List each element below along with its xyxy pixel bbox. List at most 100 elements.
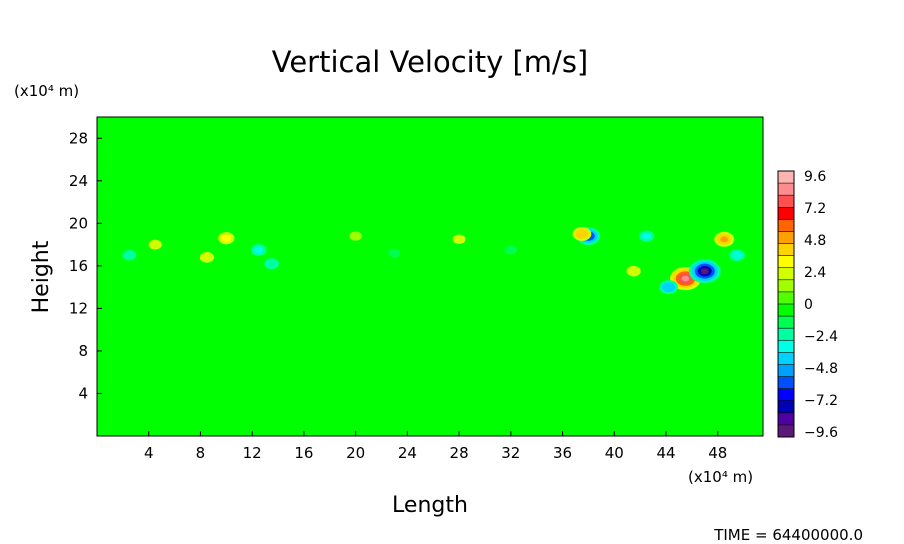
colorbar-segment [778, 267, 794, 281]
colorbar-segment [778, 388, 794, 402]
contour-level [732, 251, 742, 259]
colorbar-tick-label: −7.2 [804, 393, 838, 409]
colorbar-segment [778, 340, 794, 353]
colorbar-segment [778, 207, 794, 220]
contour-level [125, 252, 134, 259]
contour-level [578, 231, 586, 237]
velocity-feature [388, 248, 401, 258]
x-tick-label: 36 [553, 444, 572, 462]
x-tick-label: 40 [605, 444, 624, 462]
y-tick-label: 8 [78, 342, 88, 360]
x-tick-label: 16 [294, 444, 313, 462]
colorbar-segment [778, 364, 794, 377]
y-axis-unit: (x10⁴ m) [14, 82, 79, 100]
colorbar-segment [778, 291, 794, 305]
velocity-feature [264, 258, 279, 270]
colorbar-tick-label: −9.6 [804, 425, 838, 441]
colorbar-segment [778, 400, 794, 414]
velocity-feature [148, 239, 162, 250]
velocity-feature [714, 231, 735, 247]
colorbar-segment [778, 183, 794, 196]
colorbar-tick-label: 4.8 [804, 233, 826, 249]
contour-level [254, 246, 264, 254]
velocity-feature [122, 250, 137, 261]
x-tick-label: 4 [144, 444, 154, 462]
contour-level [629, 268, 638, 275]
colorbar-segment [778, 219, 794, 232]
velocity-feature [688, 259, 721, 284]
velocity-feature [626, 265, 641, 277]
colorbar-segment [778, 412, 794, 426]
velocity-feature [452, 234, 466, 245]
contour-level [388, 248, 401, 258]
contour-level [681, 275, 690, 282]
contour-level [664, 284, 673, 290]
contour-level [349, 231, 362, 241]
contour-level [720, 236, 729, 243]
y-axis-label: Height [29, 240, 54, 313]
y-tick-label: 4 [78, 384, 88, 402]
colorbar-segment [778, 243, 794, 257]
time-label: TIME = 64400000.0 [713, 526, 863, 544]
x-tick-label: 44 [656, 444, 675, 462]
velocity-feature [572, 226, 592, 241]
colorbar-segment [778, 376, 794, 390]
colorbar-segment [778, 195, 794, 208]
x-tick-label: 48 [708, 444, 727, 462]
y-tick-label: 16 [69, 257, 88, 275]
x-axis-unit: (x10⁴ m) [688, 468, 753, 486]
colorbar-tick-label: −4.8 [804, 361, 838, 377]
velocity-feature [349, 231, 362, 241]
contour-level [700, 268, 709, 275]
velocity-feature [639, 230, 655, 242]
colorbar-frame [777, 170, 795, 438]
velocity-feature [199, 252, 215, 263]
field-background [97, 117, 763, 436]
velocity-feature [250, 244, 267, 256]
x-tick-label: 12 [243, 444, 262, 462]
colorbar-tick-label: 9.6 [804, 169, 826, 185]
colorbar-segment [778, 352, 794, 365]
y-tick-label: 28 [69, 129, 88, 147]
contour-level [452, 234, 466, 245]
colorbar-segment [778, 328, 794, 341]
x-tick-label: 32 [501, 444, 520, 462]
x-tick-label: 24 [398, 444, 417, 462]
contour-level [221, 234, 231, 242]
velocity-feature [659, 280, 678, 295]
colorbar-segment [778, 316, 794, 329]
colorbar-segment [778, 304, 794, 317]
y-tick-label: 20 [69, 214, 88, 232]
x-axis-label: Length [392, 493, 468, 518]
velocity-field [122, 226, 745, 295]
velocity-feature [218, 232, 235, 245]
colorbar-tick-label: −2.4 [804, 329, 838, 345]
colorbar-ticks: 9.6 7.2 4.8 2.4 0 −2.4 −4.8 −7.2 −9.6 [804, 169, 838, 441]
colorbar-segment [778, 171, 794, 184]
colorbar-segment [778, 424, 794, 438]
y-tick-label: 24 [69, 172, 88, 190]
contour-level [151, 241, 159, 248]
velocity-feature [504, 245, 518, 255]
colorbar-segment [778, 231, 794, 244]
x-tick-label: 28 [450, 444, 469, 462]
x-tick-label: 8 [196, 444, 206, 462]
plot-frame [96, 116, 764, 437]
chart-title: Vertical Velocity [m/s] [272, 45, 589, 79]
plot-area [96, 116, 764, 437]
contour-level [202, 254, 211, 261]
y-tick-label: 12 [69, 299, 88, 317]
y-axis-ticks: 4 8 12 16 20 24 28 [69, 129, 102, 402]
contour-level [642, 232, 651, 240]
colorbar-segment [778, 279, 794, 293]
x-tick-label: 20 [346, 444, 365, 462]
colorbar-tick-label: 7.2 [804, 201, 826, 217]
contour-level [504, 245, 518, 255]
x-axis-ticks: 4 8 12 16 20 24 28 32 36 40 44 48 [144, 431, 727, 462]
colorbar-tick-label: 0 [804, 297, 813, 313]
colorbar-segment [778, 255, 794, 269]
colorbar-tick-label: 2.4 [804, 265, 826, 281]
colorbar [777, 170, 795, 438]
velocity-feature [729, 249, 745, 262]
